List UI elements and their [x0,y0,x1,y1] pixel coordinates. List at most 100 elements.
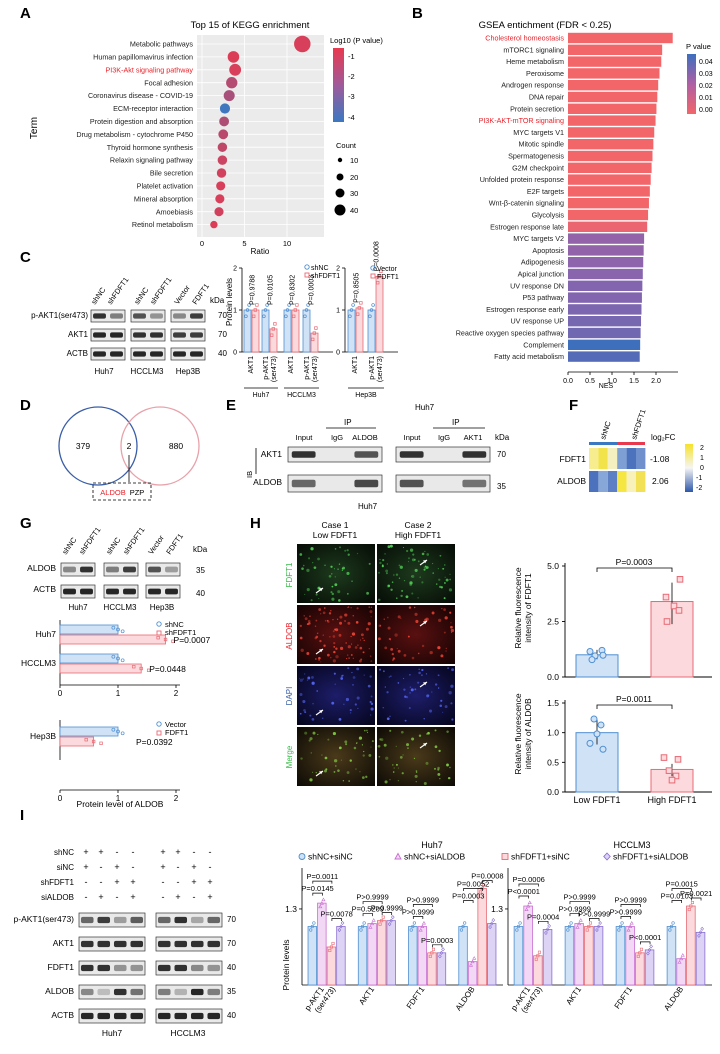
blot-band [462,451,487,458]
f-heat-cell [607,448,618,469]
i-point [362,921,366,925]
i-category-label: ALDOB [454,985,477,1012]
h-signal-dot [328,574,332,578]
i-bar [625,926,635,986]
h-signal-dot [425,566,429,569]
h-signal-dot [302,699,306,704]
g-point [91,739,96,744]
i-point [526,904,531,908]
i-sign: - [177,877,180,887]
gsea-bar [568,174,651,185]
h-ytick-label: 1.5 [547,698,559,708]
gsea-term-label: UV response UP [510,317,564,326]
h-signal-dot [331,585,334,588]
gsea-bar [568,268,643,280]
h-signal-dot [308,739,311,742]
h-signal-dot [362,651,365,654]
blot-band [157,1012,171,1020]
kegg-term-label: Metabolic pathways [130,40,194,49]
h-signal-dot [449,766,451,769]
e-kda: kDa [495,433,510,442]
h-signal-dot [408,706,411,709]
h-signal-dot [334,576,336,578]
h-signal-dot [411,737,415,741]
kegg-size-dot [334,204,346,216]
h-signal-dot [299,693,303,696]
h-signal-dot [344,549,347,552]
blot-strip [60,562,96,577]
c-legend-label: Vector [377,266,398,273]
h-signal-dot [358,659,362,663]
g-legend-marker [156,621,162,627]
h-signal-dot [370,746,372,748]
c-bar [367,309,376,353]
kegg-size-dot [335,188,345,198]
g-legend-marker [156,730,162,736]
c-bar [251,309,260,353]
i-point [339,924,343,929]
h-signal-dot [333,568,335,570]
i-point [689,904,693,908]
i-sign: - [85,892,88,902]
h-signal-dot [437,568,439,570]
h-signal-dot [317,733,319,736]
h-point [660,754,668,761]
h-signal-dot [415,770,418,772]
i-sign: + [114,862,119,872]
h-signal-dot [400,730,404,734]
c-pvalue: P=0.0105 [268,275,275,305]
e-lane: IgG [438,433,450,442]
i-sig-bracket [362,913,373,917]
c-cell-line: Hep3B [176,367,200,376]
blot-strip [155,960,223,976]
c-pvalue: P=0.8505 [354,273,361,303]
g-point [156,636,160,640]
h-signal-dot [377,744,381,748]
blot-band [150,313,163,319]
kegg-point [216,168,227,178]
h-signal-dot [409,673,411,676]
h-signal-dot [411,574,415,579]
h-signal-dot [392,657,396,660]
h-signal-dot [381,564,384,567]
i-pvalue: P<0.0001 [508,887,540,896]
panel-e: Huh7 IP IP Input IgG ALDOB Input IgG AKT… [245,403,510,511]
h-signal-dot [324,756,328,760]
h-signal-dot [389,729,392,732]
i-bar [458,926,468,986]
g-legend-label: Vector [165,720,187,729]
c-point [295,303,299,307]
f-row-label: ALDOB [557,476,586,486]
i-point [566,928,570,932]
blot-band [80,588,93,595]
h-signal-dot [439,554,442,557]
h-signal-dot [320,613,322,615]
blot-strip [287,446,383,463]
h-signal-dot [402,754,404,756]
h-signal-dot [424,566,428,570]
e-kda-value: 70 [497,450,506,459]
i-legend-marker [298,853,306,860]
h-signal-dot [348,780,351,782]
gsea-bar [568,245,644,256]
h-signal-dot [439,704,443,708]
i-sig-bracket [412,916,424,919]
h-signal-dot [406,743,410,747]
g-xtick-label: 2 [174,794,179,803]
h-signal-dot [350,607,352,609]
h-signal-dot [344,614,346,616]
i-point [421,920,426,925]
kegg-xtick: 10 [283,239,291,248]
h-signal-dot [331,597,335,601]
i-pvalue: P=0.0011 [306,872,338,881]
h-signal-dot [379,738,382,741]
venn-gene-pzp: PZP [130,488,145,497]
h-signal-dot [351,643,353,645]
c-bar [269,328,278,353]
i-point [430,951,434,955]
panel-letter-i: I [20,807,24,824]
c-group-label: (ser473) [312,356,319,382]
i-sig-bracket [518,883,539,887]
h-signal-dot [424,565,427,568]
gsea-term-label: MYC targets V2 [513,234,564,243]
